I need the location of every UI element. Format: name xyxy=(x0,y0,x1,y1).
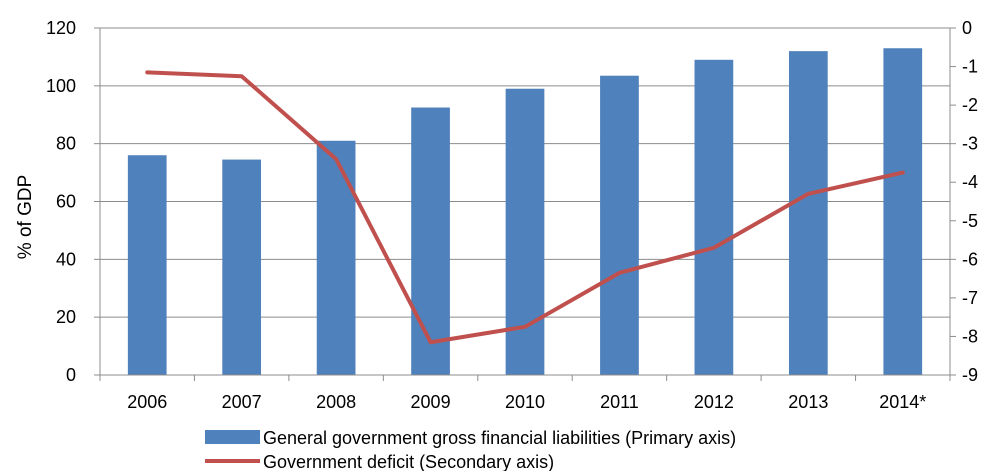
y2-tick-label: -8 xyxy=(962,326,978,346)
y-tick-label: 40 xyxy=(56,249,76,269)
bar xyxy=(600,75,639,376)
bar xyxy=(127,155,167,375)
y-axis-title: % of GDP xyxy=(15,175,36,259)
y-tick-label: 120 xyxy=(46,18,76,38)
bar xyxy=(222,159,262,375)
y-tick-label: 20 xyxy=(56,307,76,327)
bar xyxy=(316,140,356,375)
x-tick-label: 2013 xyxy=(788,392,828,412)
bar xyxy=(883,48,923,375)
y-tick-label: 60 xyxy=(56,192,76,212)
y-axis-tick-labels: 0 20 40 60 80 100 120 xyxy=(46,18,76,385)
y2-tick-label: -2 xyxy=(962,95,978,115)
y2-tick-label: -6 xyxy=(962,249,978,269)
bar-series xyxy=(127,48,923,376)
y2-tick-label: -1 xyxy=(962,57,978,77)
x-axis-tick-labels: 2006 2007 2008 2009 2010 2011 2012 2013 2014* xyxy=(127,392,926,412)
line-series xyxy=(145,70,905,345)
y-tick-label: 0 xyxy=(66,365,76,385)
y2-axis-tick-labels: 0 -1 -2 -3 -4 -5 -6 -7 -8 -9 xyxy=(962,18,978,385)
x-tick-label: 2014* xyxy=(879,392,926,412)
x-tick-label: 2009 xyxy=(411,392,451,412)
bar xyxy=(411,107,450,375)
y2-tick-label: 0 xyxy=(962,18,972,38)
legend: General government gross financial liabi… xyxy=(205,428,736,471)
legend-bar-swatch xyxy=(205,430,260,444)
x-tick-label: 2012 xyxy=(694,392,734,412)
x-tick-label: 2011 xyxy=(600,392,639,412)
y2-tick-label: -9 xyxy=(962,365,978,385)
y-tick-label: 100 xyxy=(46,76,76,96)
legend-label-liabilities: General government gross financial liabi… xyxy=(263,428,736,448)
x-tick-label: 2008 xyxy=(316,392,356,412)
bar xyxy=(788,51,828,376)
axes xyxy=(94,27,956,381)
x-tick-label: 2007 xyxy=(222,392,262,412)
y2-tick-label: -3 xyxy=(962,134,978,154)
bar xyxy=(505,88,545,375)
x-tick-label: 2006 xyxy=(127,392,167,412)
deficit-line xyxy=(145,70,905,345)
bar xyxy=(694,59,734,375)
x-tick-label: 2010 xyxy=(505,392,545,412)
y-tick-label: 80 xyxy=(56,134,76,154)
legend-label-deficit: Government deficit (Secondary axis) xyxy=(263,452,554,471)
y2-tick-label: -7 xyxy=(962,288,978,308)
y2-tick-label: -4 xyxy=(962,172,978,192)
y2-tick-label: -5 xyxy=(962,211,978,231)
